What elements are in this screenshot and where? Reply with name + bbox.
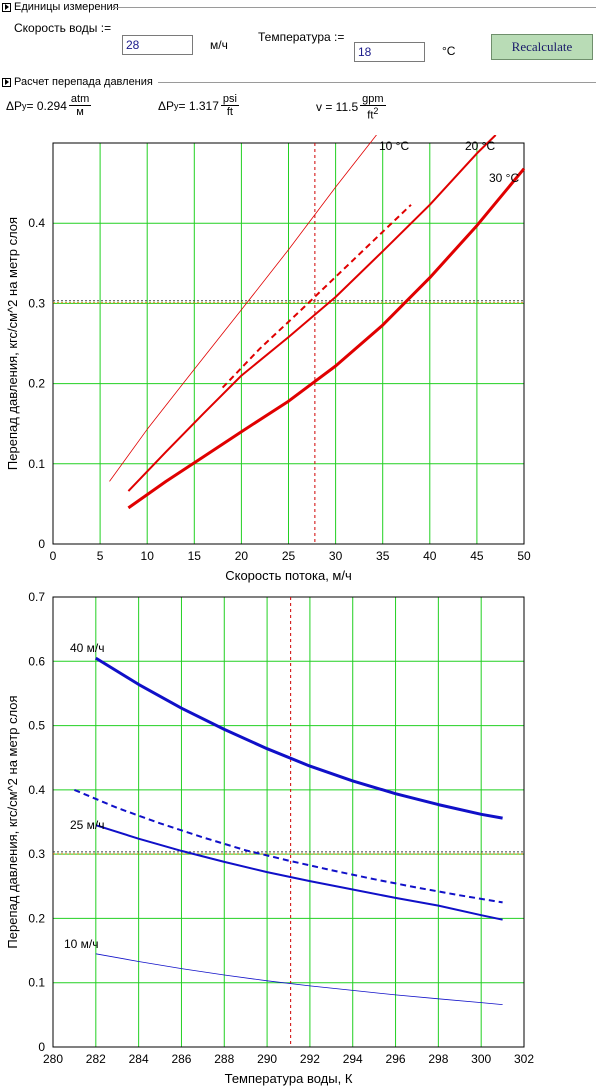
series-line-dashed	[221, 204, 412, 389]
formula-prefix: ΔP	[6, 98, 23, 113]
formula-unit-den: ft2	[367, 106, 379, 122]
section-divider	[158, 82, 596, 83]
series-line	[127, 135, 497, 492]
y-tick-label: 0.5	[28, 719, 45, 733]
formula-unit-num: gpm	[360, 93, 386, 106]
formula-sub: y	[22, 100, 27, 111]
series-line	[109, 135, 377, 482]
plot-frame	[52, 596, 525, 1048]
plot-frame	[52, 142, 525, 545]
pressure-atm-formula: ΔP y = 0.294 atm м	[6, 93, 92, 118]
expand-arrow-icon[interactable]	[2, 2, 11, 12]
y-tick-label: 0.2	[28, 377, 45, 391]
pressure-vs-temperature-chart: 280 282 284 286 288 290 292 294 296 298 300 302 0 0.1…	[5, 590, 534, 1086]
series-label: 25 м/ч	[70, 818, 105, 832]
pressure-psi-formula: ΔP y = 1.317 psi ft	[158, 93, 239, 118]
formula-unit-den: ft	[226, 106, 233, 118]
x-tick-label: 40	[423, 549, 437, 563]
x-tick-label: 35	[376, 549, 390, 563]
y-tick-label: 0.3	[28, 847, 45, 861]
y-axis-label: Перепад давления, кгс/см^2 на метр слоя	[5, 217, 20, 470]
x-tick-label: 5	[97, 549, 104, 563]
units-section-header[interactable]: Единицы измерения	[0, 0, 119, 14]
y-tick-label: 0.4	[28, 216, 45, 230]
x-axis-label: Температура воды, К	[225, 1071, 353, 1086]
x-tick-label: 25	[282, 549, 296, 563]
x-tick-label: 282	[86, 1052, 106, 1066]
formula-value: v = 11.5	[316, 100, 359, 115]
x-tick-label: 288	[214, 1052, 234, 1066]
pressure-section-header[interactable]: Расчет перепада давления	[0, 75, 153, 89]
x-axis-label: Скорость потока, м/ч	[225, 568, 352, 583]
y-tick-label: 0.1	[28, 457, 45, 471]
formula-prefix: ΔP	[158, 98, 175, 113]
series-line-dashed	[74, 788, 503, 904]
series-line	[95, 953, 503, 1005]
series-label: 10 °C	[379, 139, 409, 153]
y-tick-label: 0.3	[28, 296, 45, 310]
y-tick-label: 0.6	[28, 654, 45, 668]
formula-value: = 0.294	[26, 98, 67, 113]
x-tick-label: 298	[428, 1052, 448, 1066]
expand-arrow-icon[interactable]	[2, 77, 11, 87]
x-tick-label: 290	[257, 1052, 277, 1066]
speed-unit: м/ч	[210, 38, 228, 52]
y-tick-label: 0	[38, 1040, 45, 1054]
x-tick-label: 284	[129, 1052, 149, 1066]
x-tick-label: 20	[235, 549, 249, 563]
formula-unit-den: м	[76, 106, 84, 118]
x-tick-label: 280	[43, 1052, 63, 1066]
series-line	[127, 167, 526, 510]
x-tick-label: 10	[141, 549, 155, 563]
y-tick-label: 0.2	[28, 911, 45, 925]
x-tick-label: 30	[329, 549, 343, 563]
x-tick-label: 45	[470, 549, 484, 563]
formula-unit-num: atm	[68, 93, 92, 106]
series-label: 40 м/ч	[70, 641, 105, 655]
speed-label: Скорость воды :=	[14, 21, 112, 35]
x-tick-label: 302	[514, 1052, 534, 1066]
temperature-unit: °C	[442, 44, 456, 58]
flow-gpm-formula: v = 11.5 gpm ft2	[316, 93, 386, 122]
temperature-input[interactable]: 18	[354, 42, 425, 62]
x-tick-label: 294	[343, 1052, 363, 1066]
y-tick-label: 0	[38, 537, 45, 551]
units-section-title: Единицы измерения	[14, 1, 119, 13]
formula-unit-num: psi	[220, 93, 239, 106]
formula-value: = 1.317	[178, 98, 219, 113]
y-tick-label: 0.1	[28, 976, 45, 990]
formula-sub: y	[174, 100, 179, 111]
series-label: 30 °C	[489, 171, 519, 185]
x-tick-label: 292	[300, 1052, 320, 1066]
x-tick-label: 15	[188, 549, 202, 563]
section-divider	[112, 7, 596, 8]
x-tick-label: 0	[50, 549, 57, 563]
series-label: 20 °C	[465, 139, 495, 153]
series-line	[95, 824, 503, 921]
series-line	[95, 656, 503, 820]
plot-area	[53, 597, 524, 1047]
temperature-label: Температура :=	[258, 30, 345, 44]
y-tick-label: 0.7	[28, 590, 45, 604]
x-tick-label: 50	[517, 549, 531, 563]
x-tick-label: 286	[171, 1052, 191, 1066]
x-tick-label: 296	[386, 1052, 406, 1066]
y-axis-label: Перепад давления, кгс/см^2 на метр слоя	[5, 695, 20, 948]
series-label: 10 м/ч	[64, 937, 99, 951]
x-tick-label: 300	[471, 1052, 491, 1066]
y-tick-label: 0.4	[28, 783, 45, 797]
recalculate-button[interactable]: Recalculate	[491, 34, 593, 60]
pressure-vs-flow-chart: 0 5 10 15 20 25 30 35 40 45 50 0 0.1 0.2 0.3 0.4 Скорост…	[5, 135, 531, 583]
pressure-section-title: Расчет перепада давления	[14, 76, 153, 88]
speed-input[interactable]: 28	[122, 35, 193, 55]
